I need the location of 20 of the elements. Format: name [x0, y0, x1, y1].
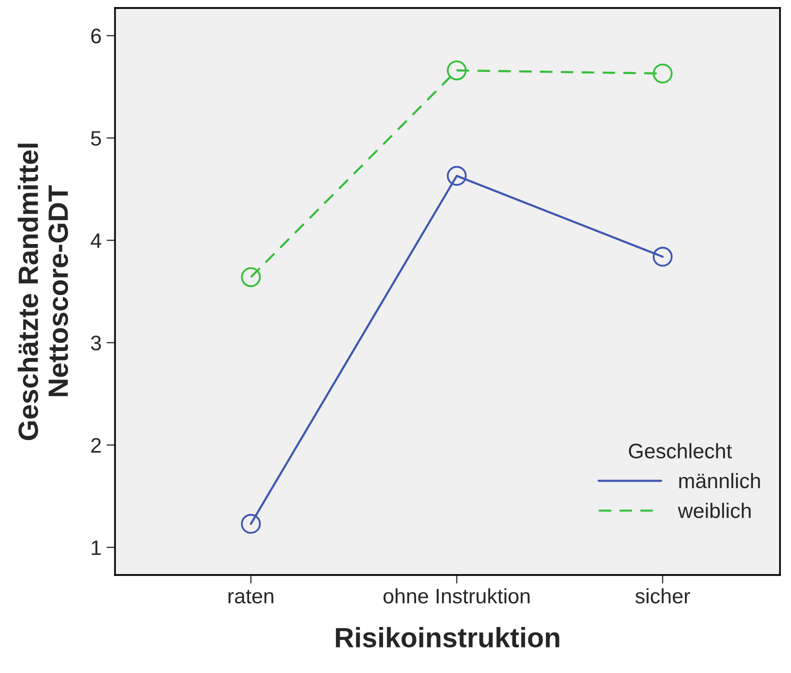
point: [446, 60, 467, 80]
legend-title: Geschlecht: [628, 443, 732, 458]
y-tick-label: 2: [91, 438, 101, 453]
x-tick-label: raten: [228, 590, 274, 604]
x-tick-label: ohne Instruktion: [384, 588, 530, 604]
x-tick-label: sicher: [635, 588, 690, 604]
point: [240, 514, 261, 534]
y-tick-label: 5: [91, 131, 101, 146]
point: [240, 267, 261, 288]
point: [652, 246, 673, 267]
legend-label: weiblich: [678, 502, 751, 518]
y-tick-label: 3: [91, 336, 101, 350]
y-tick-label: 6: [91, 28, 101, 44]
y-tick-label: 4: [90, 234, 102, 248]
point: [446, 166, 467, 186]
y-axis-title: Geschätzte Randmittel Nettoscore-GDT: [18, 144, 68, 440]
point: [652, 64, 673, 84]
y-tick-label: 1: [92, 540, 101, 555]
legend-label: männlich: [679, 472, 760, 488]
x-axis-title: Risikoinstruktion: [336, 627, 560, 648]
